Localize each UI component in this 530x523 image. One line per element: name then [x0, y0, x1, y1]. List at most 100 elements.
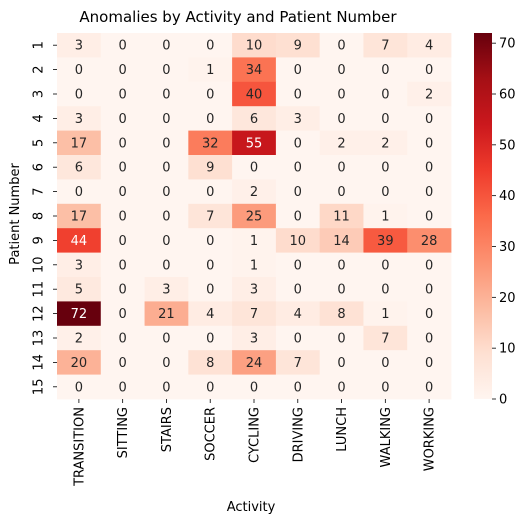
- heatmap-cell: [188, 374, 233, 400]
- cell-value-label: 0: [162, 161, 170, 176]
- heatmap-cell: [232, 277, 277, 302]
- heatmap-cell: [407, 350, 452, 375]
- y-tick-label: 5: [32, 139, 47, 147]
- cell-value-label: 0: [206, 258, 214, 273]
- heatmap-cell: [57, 57, 102, 83]
- cell-value-label: 0: [337, 39, 345, 54]
- heatmap-cell: [407, 228, 452, 253]
- heatmap-cell: [144, 301, 189, 327]
- heatmap-cell: [144, 228, 189, 253]
- colorbar-tick-label: 0: [499, 393, 507, 408]
- cell-value-label: 1: [206, 63, 214, 78]
- cell-value-label: 0: [337, 380, 345, 395]
- cell-value-label: 0: [425, 210, 433, 225]
- cell-value-label: 0: [119, 63, 127, 78]
- heatmap-cell: [144, 252, 189, 278]
- cell-value-label: 0: [337, 88, 345, 103]
- heatmap-cell: [275, 33, 321, 58]
- cell-value-label: 0: [119, 161, 127, 176]
- x-axis-label: Activity: [227, 500, 276, 515]
- heatmap-cell: [57, 228, 102, 253]
- cell-value-label: 0: [294, 380, 302, 395]
- cell-value-label: 3: [75, 39, 83, 54]
- heatmap-cell: [188, 228, 233, 253]
- heatmap-cell: [275, 106, 321, 131]
- cell-value-label: 0: [119, 210, 127, 225]
- colorbar-tick-label: 20: [499, 291, 516, 306]
- cell-value-label: 21: [158, 307, 175, 322]
- heatmap-cell: [319, 81, 364, 107]
- heatmap-cell: [232, 374, 277, 400]
- cell-value-label: 0: [294, 161, 302, 176]
- cell-value-label: 0: [381, 161, 389, 176]
- y-axis-label: Patient Number: [8, 163, 23, 265]
- cell-value-label: 0: [425, 332, 433, 347]
- heatmap-cell: [144, 130, 189, 156]
- cell-value-label: 2: [250, 185, 258, 200]
- heatmap-cell: [57, 179, 102, 205]
- heatmap-cell: [275, 277, 321, 302]
- heatmap-cell: [232, 57, 277, 83]
- x-tick-label: LUNCH: [335, 407, 350, 452]
- heatmap-cell: [100, 179, 145, 205]
- cell-value-label: 10: [290, 234, 307, 249]
- cell-value-label: 2: [381, 136, 389, 151]
- colorbar-tick-label: 10: [499, 342, 516, 357]
- colorbar-tick-label: 60: [499, 88, 516, 103]
- cell-value-label: 0: [425, 136, 433, 151]
- heatmap-cell: [232, 179, 277, 205]
- heatmap-cell: [100, 374, 145, 400]
- heatmap-cell: [275, 374, 321, 400]
- cell-value-label: 9: [294, 39, 302, 54]
- heatmap-cell: [363, 252, 408, 278]
- cell-value-label: 1: [381, 210, 389, 225]
- cell-value-label: 0: [294, 136, 302, 151]
- cell-value-label: 0: [75, 380, 83, 395]
- heatmap-cell: [319, 325, 364, 351]
- heatmap-cell: [188, 179, 233, 205]
- heatmap-cell: [275, 252, 321, 278]
- heatmap-cell: [57, 277, 102, 302]
- y-tick-label: 1: [32, 41, 47, 49]
- heatmap-cell: [100, 155, 145, 180]
- heatmap-cell: [363, 350, 408, 375]
- cell-value-label: 0: [337, 161, 345, 176]
- heatmap-cell: [144, 350, 189, 375]
- heatmap-cell: [363, 57, 408, 83]
- heatmap-cell: [232, 155, 277, 180]
- heatmap-cell: [363, 155, 408, 180]
- cell-value-label: 0: [425, 258, 433, 273]
- cell-value-label: 3: [250, 332, 258, 347]
- heatmap-cell: [100, 106, 145, 131]
- cell-value-label: 0: [206, 39, 214, 54]
- cell-value-label: 0: [381, 88, 389, 103]
- heatmap-cell: [363, 203, 408, 229]
- cell-value-label: 0: [294, 210, 302, 225]
- heatmap-cell: [144, 106, 189, 131]
- y-tick-label: 15: [32, 379, 47, 396]
- heatmap-cell: [100, 325, 145, 351]
- heatmap-cell: [100, 81, 145, 107]
- heatmap-cell: [144, 374, 189, 400]
- cell-value-label: 1: [250, 234, 258, 249]
- heatmap-cell: [319, 33, 364, 58]
- cell-value-label: 0: [294, 185, 302, 200]
- heatmap-cell: [188, 57, 233, 83]
- heatmap-cell: [275, 203, 321, 229]
- heatmap-cell: [57, 130, 102, 156]
- cell-value-label: 7: [294, 356, 302, 371]
- heatmap-cell: [188, 33, 233, 58]
- cell-value-label: 0: [425, 112, 433, 127]
- cell-value-label: 0: [206, 283, 214, 298]
- x-tick-label: TRANSITION: [72, 407, 87, 487]
- heatmap-cell: [100, 277, 145, 302]
- heatmap-cell: [363, 325, 408, 351]
- heatmap-cell: [232, 130, 277, 156]
- cell-value-label: 0: [119, 185, 127, 200]
- cell-value-label: 0: [206, 332, 214, 347]
- colorbar: 0 10 20 30 40 50 60 70: [474, 33, 516, 408]
- y-tick-label: 14: [32, 354, 47, 371]
- heatmap-cell: [275, 130, 321, 156]
- cell-value-label: 0: [75, 185, 83, 200]
- y-tick-label: 4: [32, 114, 47, 122]
